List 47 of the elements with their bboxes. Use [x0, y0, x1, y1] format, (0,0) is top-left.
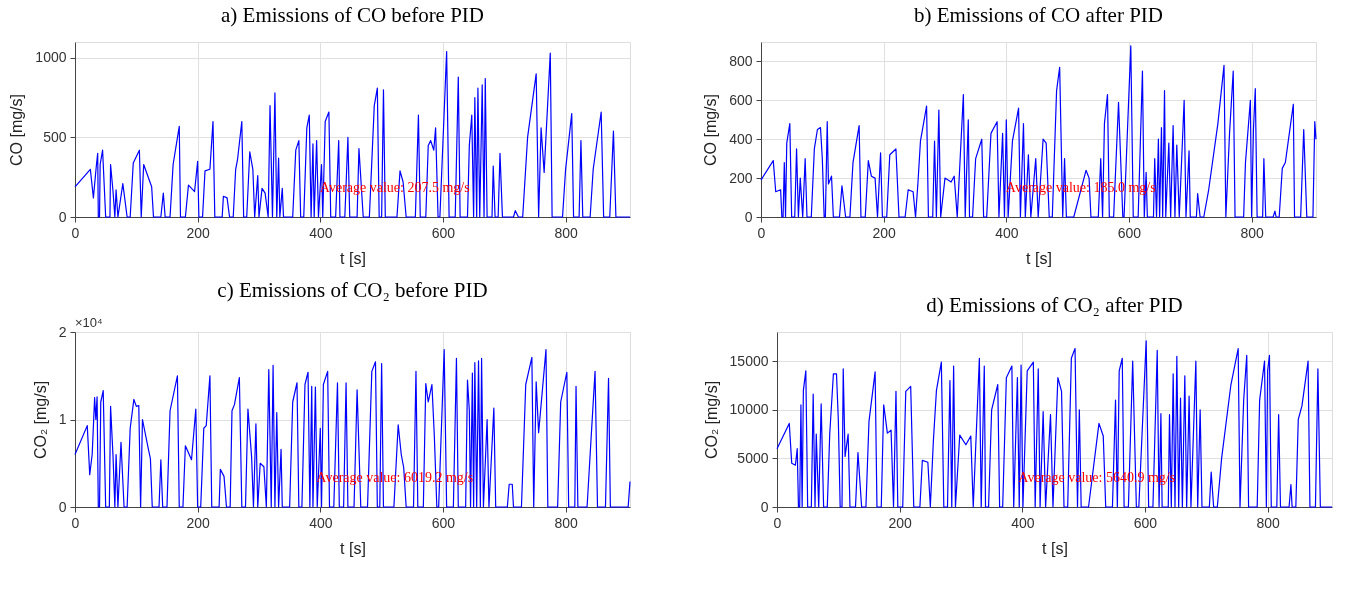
- text: ×10⁴: [75, 315, 103, 330]
- y-tick-label: 600: [729, 91, 753, 108]
- x-tick-label: 800: [1256, 514, 1280, 531]
- chart-title: a) Emissions of CO before PID: [220, 3, 485, 27]
- y-tick-label: 500: [43, 128, 67, 145]
- y-tick-label: 400: [729, 130, 753, 147]
- x-axis-title: t [s]: [340, 539, 366, 557]
- x-tick-label: 200: [888, 514, 913, 531]
- chart-title: c) Emissions of CO₂ before PID: [217, 278, 488, 302]
- y-axis-title: CO [mg/s]: [8, 93, 26, 167]
- x-tick-label: 600: [1117, 224, 1142, 241]
- x-axis-title: t [s]: [340, 249, 366, 267]
- x-tick-label: 200: [872, 224, 897, 241]
- y-tick-label: 200: [729, 169, 753, 186]
- x-tick-label: 400: [309, 514, 333, 531]
- y-tick-label: 10000: [729, 401, 769, 418]
- x-tick-label: 0: [773, 514, 782, 531]
- x-tick-label: 600: [431, 514, 456, 531]
- y-tick-label: 1000: [35, 49, 67, 66]
- y-axis-title: CO [mg/s]: [702, 93, 720, 167]
- x-tick-label: 800: [554, 514, 578, 531]
- y-tick-label: 0: [58, 208, 67, 225]
- y-tick-label: 0: [58, 498, 67, 515]
- y-tick-label: 800: [729, 52, 753, 69]
- chart-title: d) Emissions of CO₂ after PID: [926, 293, 1183, 317]
- y-tick-label: 15000: [729, 352, 769, 369]
- x-tick-label: 800: [1240, 224, 1264, 241]
- x-axis-title: t [s]: [1026, 249, 1052, 267]
- y-axis-title: CO₂ [mg/s]: [31, 380, 49, 460]
- x-tick-label: 200: [186, 514, 211, 531]
- x-tick-label: 600: [431, 224, 456, 241]
- x-tick-label: 0: [71, 224, 80, 241]
- x-tick-label: 800: [554, 224, 578, 241]
- x-tick-label: 400: [995, 224, 1019, 241]
- y-axis-title: CO₂ [mg/s]: [702, 380, 720, 460]
- y-tick-label: 1: [58, 411, 67, 427]
- y-tick-label: 0: [744, 208, 753, 225]
- x-tick-label: 200: [186, 224, 211, 241]
- x-axis-title: t [s]: [1042, 539, 1068, 557]
- x-tick-label: 400: [1011, 514, 1035, 531]
- x-tick-label: 600: [1133, 514, 1158, 531]
- x-tick-label: 0: [71, 514, 80, 531]
- chart-title: b) Emissions of CO after PID: [913, 3, 1164, 27]
- y-tick-label: 5000: [737, 449, 769, 466]
- y-tick-label: 2: [58, 323, 67, 340]
- y-tick-label: 0: [760, 498, 769, 515]
- x-tick-label: 400: [309, 224, 333, 241]
